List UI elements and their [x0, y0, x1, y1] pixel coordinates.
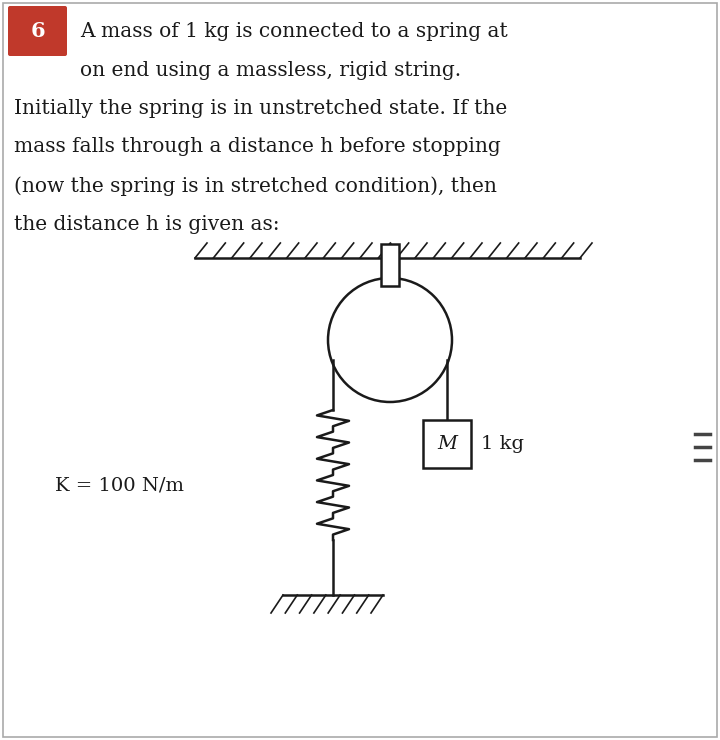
Text: on end using a massless, rigid string.: on end using a massless, rigid string.	[80, 61, 461, 79]
Text: 1 kg: 1 kg	[481, 435, 524, 453]
Bar	[423, 420, 471, 468]
Text: 6: 6	[30, 21, 45, 41]
Text: A mass of 1 kg is connected to a spring at: A mass of 1 kg is connected to a spring …	[80, 22, 508, 41]
Text: K = 100 N/m: K = 100 N/m	[55, 476, 184, 494]
Text: M: M	[437, 435, 457, 453]
Text: Initially the spring is in unstretched state. If the: Initially the spring is in unstretched s…	[14, 99, 508, 118]
Bar	[381, 244, 399, 286]
Text: mass falls through a distance h before stopping: mass falls through a distance h before s…	[14, 138, 500, 156]
Text: the distance h is given as:: the distance h is given as:	[14, 215, 279, 234]
FancyBboxPatch shape	[8, 6, 67, 56]
Text: (now the spring is in stretched condition), then: (now the spring is in stretched conditio…	[14, 176, 497, 195]
